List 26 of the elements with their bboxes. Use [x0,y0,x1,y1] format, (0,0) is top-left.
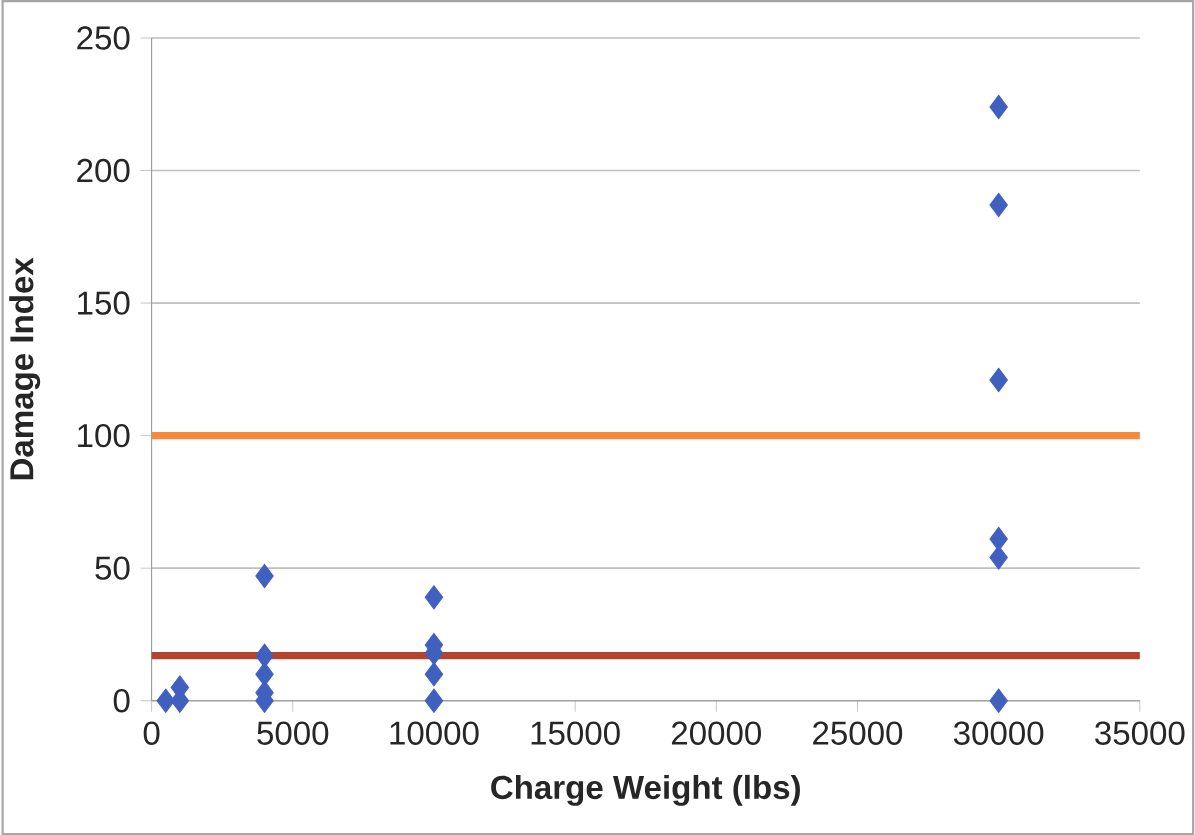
point [424,662,444,687]
x-tick-label: 10000 [390,721,479,745]
x-tick-label: 15000 [531,721,620,745]
y-tick-label: 100 [78,423,130,448]
x-axis-title: Charge Weight (lbs) [491,774,800,806]
x-tick-label: 35000 [1095,721,1185,745]
point [156,688,175,713]
point [989,94,1008,119]
point [989,688,1008,713]
point [989,367,1008,392]
x-tick-label: 0 [143,721,160,745]
y-tick-label: 50 [95,556,130,580]
y-axis-title: Damage Index [9,257,41,480]
y-tick-label: 150 [78,291,130,315]
x-tick-label: 20000 [671,721,761,745]
y-tick-label: 200 [77,158,130,183]
point [989,545,1008,570]
x-tick-label: 5000 [257,721,329,745]
x-tick-label: 25000 [813,721,903,745]
y-tick-label: 0 [113,688,130,713]
y-tick-label: 250 [77,26,130,50]
point [424,688,444,713]
point [989,192,1008,218]
point [424,585,444,610]
point [255,563,274,589]
x-tick-label: 30000 [953,721,1044,745]
